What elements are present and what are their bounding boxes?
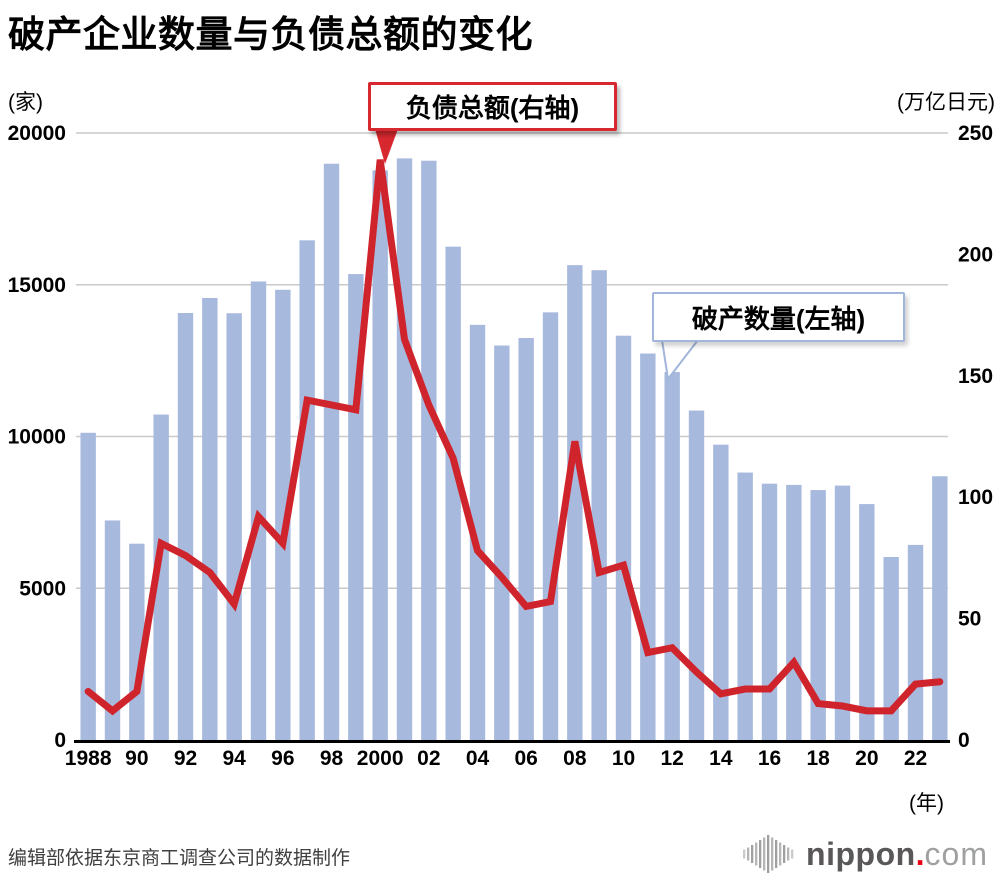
bar-2014 [713, 444, 729, 740]
bar-1995 [250, 281, 267, 740]
x-axis-tick-label: 04 [466, 747, 490, 770]
bankruptcy-callout: 破产数量(左轴) [652, 292, 905, 342]
x-axis-tick-label: 06 [514, 747, 537, 770]
bar-2022 [907, 544, 924, 740]
equalizer-bar [751, 845, 754, 863]
left-axis-tick-label: 20000 [8, 122, 66, 145]
bar-2006 [518, 338, 534, 740]
equalizer-bar [759, 840, 762, 868]
source-note: 编辑部依据东京商工调查公司的数据制作 [8, 848, 351, 869]
left-axis-tick-label: 0 [54, 729, 66, 752]
debt-callout-tail [375, 129, 398, 164]
equalizer-bar [791, 849, 794, 859]
x-axis-tick-label: 12 [660, 747, 683, 770]
x-axis-tick-label: 92 [174, 747, 197, 770]
bar-1997 [299, 240, 315, 740]
right-axis-unit: (万亿日元) [897, 91, 995, 114]
x-axis-tick-label: 94 [222, 747, 246, 770]
equalizer-bar [787, 847, 790, 861]
bar-2012 [664, 372, 680, 740]
bar-2003 [445, 246, 461, 740]
bar-1998 [323, 163, 340, 740]
logo-dot: . [915, 835, 925, 872]
x-axis-tick-label: 1988 [65, 747, 112, 770]
bar-2007 [542, 312, 559, 740]
bar-2004 [469, 324, 486, 740]
bar-2005 [494, 345, 510, 740]
bar-2016 [761, 483, 778, 740]
equalizer-bar [783, 845, 786, 863]
x-axis-tick-label: 20 [855, 747, 878, 770]
bar-1994 [226, 313, 242, 740]
equalizer-bar [779, 842, 782, 866]
bar-1991 [153, 414, 169, 740]
bar-2002 [421, 160, 437, 741]
x-axis-tick-label: 18 [806, 747, 830, 770]
bar-2011 [640, 353, 656, 740]
bar-2021 [883, 556, 899, 740]
bankruptcy-callout-tail [660, 340, 700, 382]
left-axis-tick-label: 10000 [8, 426, 66, 449]
debt-line [84, 159, 944, 716]
logo-text-com: com [924, 835, 988, 872]
debt-callout-label: 负债总额(右轴) [405, 93, 580, 123]
equalizer-bar [763, 837, 766, 871]
bar-2008 [567, 265, 583, 740]
page-title: 破产企业数量与负债总额的变化 [8, 14, 533, 55]
bar-2015 [737, 472, 753, 740]
equalizer-bar [771, 837, 774, 871]
right-axis-tick-label: 200 [958, 243, 993, 266]
x-axis-tick-label: 90 [125, 747, 148, 770]
right-axis-tick-label: 0 [958, 729, 970, 752]
x-axis-tick-label: 08 [563, 747, 587, 770]
x-axis-tick-label: 2000 [357, 747, 404, 770]
debt-callout: 负债总额(右轴) [368, 82, 617, 131]
left-axis-unit: (家) [8, 91, 43, 114]
x-axis-unit: (年) [909, 792, 944, 815]
bar-2013 [688, 410, 705, 740]
left-axis-tick-label: 15000 [8, 274, 66, 297]
x-axis-tick-label: 96 [271, 747, 294, 770]
bar-2020 [859, 504, 875, 740]
bar-2009 [591, 270, 607, 740]
bar-2019 [834, 485, 851, 740]
equalizer-bar [743, 849, 746, 859]
equalizer-bars-icon [743, 835, 794, 873]
x-axis-tick-label: 10 [612, 747, 635, 770]
x-axis-tick-label: 02 [417, 747, 440, 770]
right-axis-tick-label: 250 [958, 122, 993, 145]
bar-1988 [80, 432, 96, 740]
logo-text-nippon: nippon [806, 835, 916, 872]
bar-1993 [202, 297, 218, 740]
bar-2017 [786, 484, 802, 740]
bar-2000 [372, 170, 388, 741]
nippon-com-logo: nippon . com [743, 834, 988, 874]
equalizer-bar [767, 835, 770, 873]
bar-2018 [810, 490, 826, 740]
right-axis-tick-label: 150 [958, 365, 993, 388]
bar-2001 [396, 158, 413, 740]
x-axis-tick-label: 16 [758, 747, 781, 770]
bar-2023 [932, 476, 948, 740]
x-axis-tick-label: 98 [320, 747, 344, 770]
bar-1992 [177, 313, 194, 740]
x-axis-tick-label: 22 [904, 747, 927, 770]
right-axis-tick-label: 50 [958, 608, 981, 631]
x-axis-tick-label: 14 [709, 747, 733, 770]
equalizer-bar [755, 842, 758, 866]
bar-1989 [104, 520, 121, 740]
equalizer-bar [747, 847, 750, 861]
bar-2010 [615, 335, 632, 740]
equalizer-bar [775, 840, 778, 868]
left-axis-tick-label: 5000 [19, 577, 66, 600]
right-axis-tick-label: 100 [958, 486, 993, 509]
bankruptcy-callout-label: 破产数量(左轴) [691, 303, 866, 334]
bar-1996 [275, 289, 291, 740]
